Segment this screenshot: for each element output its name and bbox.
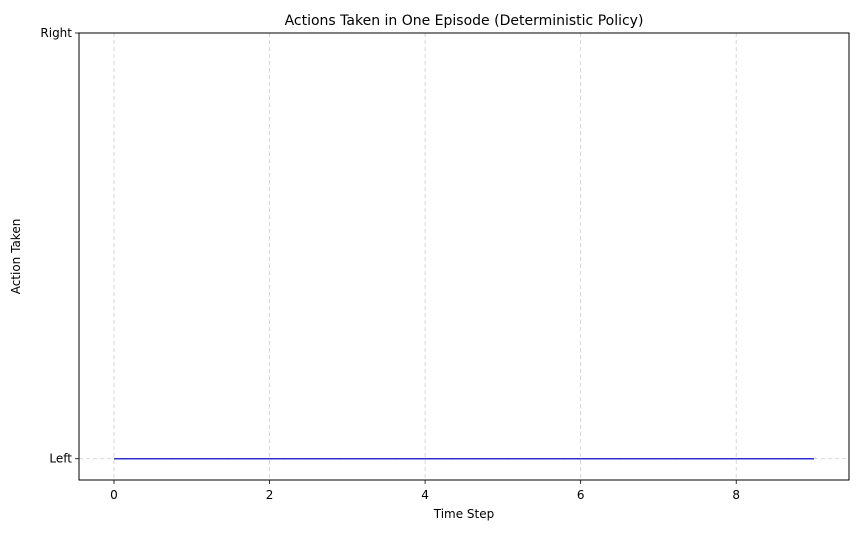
x-tick-label: 4 — [421, 488, 429, 502]
x-tick-label: 2 — [266, 488, 274, 502]
x-axis-label: Time Step — [433, 507, 495, 521]
y-tick-label: Right — [40, 26, 72, 40]
x-ticks: 0 2 4 6 8 — [110, 480, 740, 502]
y-axis-label: Action Taken — [9, 219, 23, 295]
y-tick-label: Left — [49, 452, 72, 466]
y-ticks: Left Right — [40, 26, 79, 466]
x-tick-label: 8 — [732, 488, 740, 502]
plot-frame — [78, 32, 850, 481]
chart-title: Actions Taken in One Episode (Determinis… — [285, 13, 644, 29]
x-tick-label: 0 — [110, 488, 118, 502]
grid-lines — [79, 32, 849, 480]
x-tick-label: 6 — [577, 488, 585, 502]
